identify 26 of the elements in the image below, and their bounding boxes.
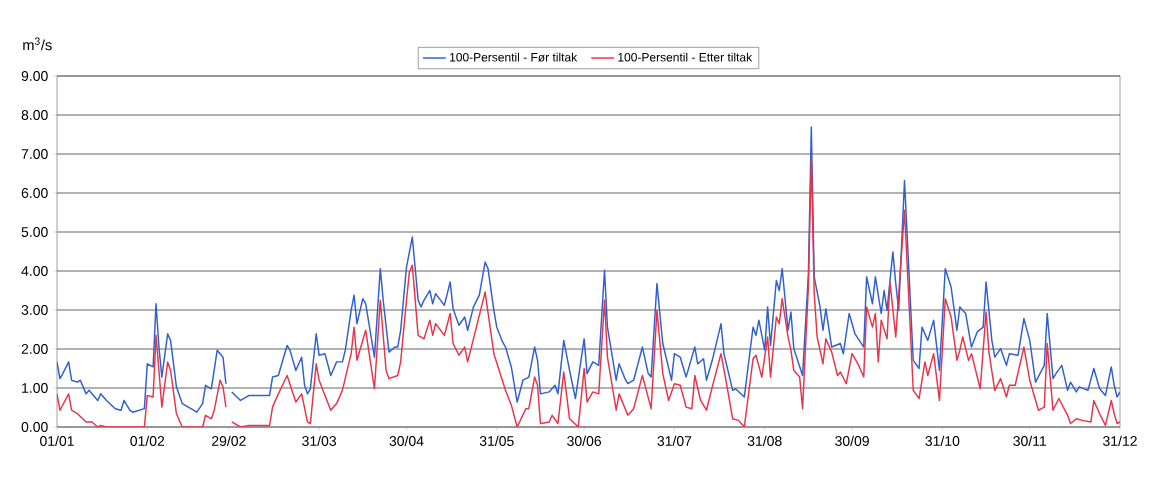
x-tick-label: 01/02 (130, 435, 165, 446)
y-tick-label: 8.00 (21, 110, 48, 120)
x-tick-label: 30/06 (567, 435, 602, 446)
x-tick-label: 30/11 (1013, 435, 1047, 446)
y-tick-label: 4.00 (21, 266, 48, 276)
x-tick-label: 01/01 (40, 435, 74, 446)
x-tick-label: 29/02 (212, 435, 246, 446)
legend-label: 100-Persentil - Før tiltak (450, 52, 578, 62)
x-tick-label: 30/09 (835, 435, 869, 446)
y-tick-label: 2.00 (21, 344, 48, 354)
x-tick-label: 31/12 (1103, 435, 1137, 446)
x-tick-label: 31/08 (747, 435, 782, 446)
x-tick-label: 31/03 (302, 435, 337, 446)
y-tick-label: 6.00 (21, 188, 48, 198)
y-tick-label: 1.00 (22, 383, 48, 393)
y-tick-label: 7.00 (21, 149, 48, 159)
y-axis-title: m$^{3}$/s (23, 37, 52, 51)
x-tick-label: 30/04 (389, 435, 424, 446)
x-tick-label: 31/07 (657, 435, 692, 446)
y-tick-label: 0.00 (21, 422, 48, 432)
y-tick-label: 3.00 (21, 305, 48, 315)
y-tick-label: 9.00 (21, 71, 48, 81)
legend-label: 100-Persentil - Etter tiltak (618, 52, 753, 62)
x-tick-label: 31/05 (479, 435, 514, 446)
x-tick-label: 31/10 (925, 435, 960, 446)
y-tick-label: 5.00 (21, 227, 48, 237)
